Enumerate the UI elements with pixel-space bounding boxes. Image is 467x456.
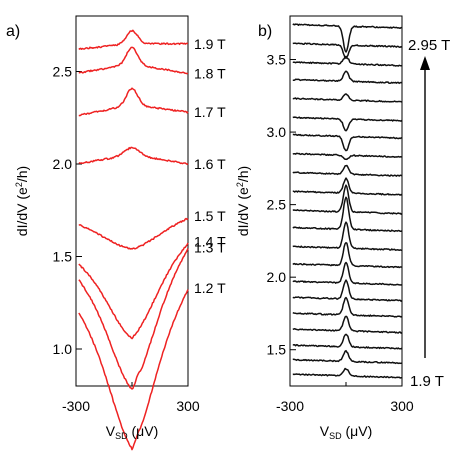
panel-a-x-ticks: -300 300 — [62, 380, 200, 414]
series-line — [292, 177, 403, 196]
series-label: 1.5 T — [194, 208, 226, 224]
series-line — [292, 116, 403, 132]
series-line — [78, 217, 189, 250]
series-line — [292, 296, 403, 318]
series-line — [78, 146, 189, 165]
panel-a-ylabel: dI/dV (e2/h) — [14, 166, 30, 236]
panel-b-y-ticks: 1.5 2.0 2.5 3.0 3.5 — [267, 52, 296, 358]
series-line — [292, 196, 403, 233]
x-tick-label: 300 — [390, 398, 414, 414]
panel-a-series-labels: 1.2 T 1.3 T1.4 T 1.5 T 1.6 T 1.7 T 1.8 T 1.9 T — [194, 36, 226, 296]
y-tick-label: 2.0 — [267, 269, 287, 285]
field-end-label: 2.95 T — [408, 37, 450, 54]
series-label: 1.9 T — [194, 36, 226, 52]
series-line — [78, 289, 189, 451]
series-line — [292, 261, 403, 286]
panel-b-ylabel: dI/dV (e2/h) — [235, 166, 251, 236]
series-line — [292, 70, 403, 85]
series-label: 1.4 T — [194, 234, 226, 250]
series-line — [78, 46, 189, 75]
series-line — [292, 367, 402, 379]
series-label: 1.8 T — [194, 65, 226, 81]
series-label: 1.3 T — [194, 239, 226, 255]
y-tick-label: 1.5 — [267, 342, 287, 358]
series-line — [78, 248, 189, 390]
panel-a-xlabel: VSD (μV) — [106, 423, 158, 441]
field-start-label: 1.9 T — [410, 373, 444, 390]
y-tick-label: 1.5 — [53, 249, 73, 265]
series-line — [292, 241, 403, 269]
series-line — [292, 279, 403, 302]
y-tick-label: 2.5 — [267, 197, 287, 213]
y-tick-label: 3.5 — [267, 52, 287, 68]
series-line — [292, 333, 403, 350]
x-tick-label: -300 — [276, 398, 304, 414]
series-line — [78, 242, 189, 340]
series-line — [292, 221, 402, 252]
x-tick-label: -300 — [62, 398, 90, 414]
series-line — [292, 133, 403, 152]
series-line — [78, 87, 189, 117]
panel-b-xlabel: VSD (μV) — [320, 423, 372, 441]
panel-b-x-ticks: -300 300 — [276, 380, 414, 414]
series-label: 1.2 T — [194, 280, 226, 296]
y-tick-label: 1.0 — [53, 341, 73, 357]
panel-b-label: b) — [258, 23, 272, 40]
series-line — [292, 93, 403, 103]
panel-a-series — [78, 29, 189, 451]
field-arrow-head — [420, 56, 430, 70]
series-line — [78, 29, 189, 50]
series-line — [292, 315, 403, 334]
series-line — [292, 164, 403, 177]
series-label: 1.7 T — [194, 104, 226, 120]
y-tick-label: 3.0 — [267, 124, 287, 140]
series-line — [292, 184, 403, 215]
y-tick-label: 2.0 — [53, 156, 73, 172]
series-line — [292, 42, 403, 60]
panel-b: b) 1.52.02.53.03.5 -300 300 dI/dV (e2/h) … — [235, 15, 450, 441]
series-line — [292, 152, 403, 161]
x-tick-label: 300 — [176, 398, 200, 414]
series-line — [292, 349, 403, 365]
series-line — [292, 23, 402, 53]
series-line — [292, 55, 403, 67]
panel-a-label: a) — [6, 23, 20, 40]
panel-b-series — [292, 23, 403, 379]
panel-a-y-ticks: 1.0 1.5 2.0 2.5 — [53, 64, 82, 357]
y-tick-label: 2.5 — [53, 64, 73, 80]
series-label: 1.6 T — [194, 156, 226, 172]
panel-a: a) 1.01.52.02.5 -300 300 1.2 T1.3 T1.4 T1… — [6, 15, 226, 451]
